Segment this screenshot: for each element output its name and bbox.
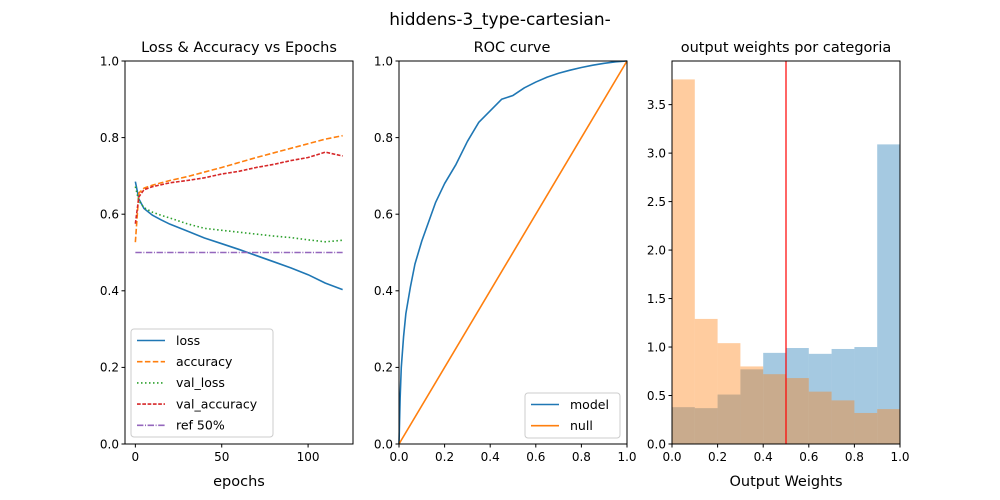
histogram-bar [831,348,855,444]
y-tick-label: 2.5 [647,195,666,209]
legend-frame [130,328,274,438]
legend: model null [524,392,621,439]
x-axis-label: Output Weights [729,474,842,490]
plot-area [672,61,900,445]
histogram-bar [717,394,741,444]
figure-suptitle: hiddens-3_type-cartesian- [389,10,611,30]
histogram-bar [786,378,809,444]
x-tick-label: 0.0 [662,450,681,464]
histogram-bar [717,343,741,444]
axes-frame [671,60,901,445]
axes-frame [398,60,628,445]
y-tick-label: 0.6 [100,208,119,222]
histogram-bar [740,366,764,444]
y-tick-label: 1.5 [647,292,666,306]
x-tick-label: 50 [214,450,229,464]
histogram-bar [672,407,695,444]
y-tick-label: 1.0 [100,54,119,68]
x-tick-label: 0.4 [481,450,500,464]
x-tick-label: 100 [297,450,320,464]
x-tick-label: 0.8 [572,450,591,464]
y-tick-label: 2.0 [647,243,666,257]
y-tick-label: 0.8 [100,131,119,145]
x-tick-label: 0.6 [799,450,818,464]
series-line-accuracy [134,134,343,243]
histogram-bar [831,400,855,444]
histogram-bar [877,144,900,445]
axes-frame [124,60,354,445]
x-tick-label: 0 [132,450,140,464]
plot-area [134,134,343,291]
y-tick-label: 1.0 [647,340,666,354]
x-tick-label: 0.8 [845,450,864,464]
x-tick-label: 0.2 [435,450,454,464]
series-line-loss [134,181,343,291]
series-line-val-loss [134,186,343,243]
histogram-bar [694,318,718,444]
x-tick-label: 0.2 [708,450,727,464]
y-tick-label: 1.0 [374,54,393,68]
panel-title: Loss & Accuracy vs Epochs [141,40,337,56]
panel-title: ROC curve [474,40,551,56]
legend-label: loss [176,333,200,348]
legend-label: val_accuracy [176,396,258,411]
y-tick-label: 0.4 [100,284,119,298]
x-tick-label: 1.0 [890,450,909,464]
series-line-model [398,60,628,445]
histogram-bar [854,347,878,444]
legend-label: model [570,397,609,412]
y-tick-label: 0.4 [374,284,393,298]
legend-label: null [570,418,593,433]
x-tick-label: 1.0 [617,450,636,464]
y-tick-label: 0.2 [100,361,119,375]
y-tick-label: 3.5 [647,98,666,112]
histogram-bar [763,352,786,444]
x-tick-label: 0.6 [526,450,545,464]
x-axis-label: epochs [213,474,265,490]
histogram-bar [808,353,832,444]
y-tick-label: 0.5 [647,389,666,403]
histogram-bar [672,79,695,444]
y-tick-label: 0.0 [100,437,119,451]
legend-label: val_loss [176,375,225,390]
x-tick-label: 0.4 [754,450,773,464]
histogram-bar [694,408,718,444]
histogram-bar [877,409,900,444]
histogram-bar [786,348,809,444]
y-tick-label: 0.0 [647,437,666,451]
y-tick-label: 3.0 [647,146,666,160]
legend-label: accuracy [176,354,233,369]
y-tick-label: 0.8 [374,131,393,145]
series-line-val-accuracy [134,151,343,224]
histogram-bar [854,412,878,444]
panel-title: output weights por categoria [681,40,892,56]
x-tick-label: 0.0 [389,450,408,464]
series-line-null [398,60,628,445]
plot-area [398,60,628,445]
loss-accuracy-panel: Loss & Accuracy vs Epochs epochs 0 50 100 0… [100,40,354,490]
histogram-bar [740,369,764,444]
y-tick-label: 0.0 [374,437,393,451]
histogram-bar [763,374,786,444]
roc-curve-panel: ROC curve 0.0 0.2 0.4 0.6 0.8 1.0 0.0 0.2 0.4 0.6… [374,40,637,464]
legend-label: ref 50% [176,418,225,433]
y-tick-label: 0.2 [374,361,393,375]
output-weights-histogram-panel: output weights por categoria Output Weig… [647,40,910,490]
histogram-bar [808,391,832,444]
y-tick-label: 0.6 [374,208,393,222]
